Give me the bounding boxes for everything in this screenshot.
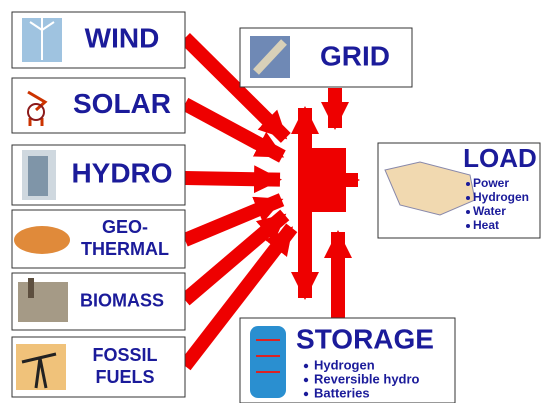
icon <box>18 282 68 322</box>
bullet <box>304 364 308 368</box>
grid-label: GRID <box>320 40 390 71</box>
icon <box>250 326 286 398</box>
load-item: Water <box>473 204 506 218</box>
bullet <box>466 196 470 200</box>
bullet <box>304 392 308 396</box>
icon <box>28 278 34 298</box>
source-label: THERMAL <box>81 239 169 259</box>
source-label: FUELS <box>95 367 154 387</box>
bullet <box>466 182 470 186</box>
storage-item: Reversible hydro <box>314 371 420 386</box>
source-label: GEO- <box>102 217 148 237</box>
storage-item: Batteries <box>314 385 370 400</box>
bullet <box>304 378 308 382</box>
bullet <box>466 210 470 214</box>
source-label: WIND <box>85 22 160 53</box>
load-item: Heat <box>473 218 499 232</box>
icon <box>28 156 48 196</box>
arrow <box>185 178 280 180</box>
load-item: Power <box>473 176 509 190</box>
source-label: HYDRO <box>71 157 172 188</box>
hub <box>298 148 346 212</box>
source-label: FOSSIL <box>92 345 157 365</box>
load-title: LOAD <box>463 143 537 173</box>
sources: WIND SOLAR HYDRO GEO-THERMAL BIOMASS FOSSILFU… <box>12 12 185 397</box>
storage-title: STORAGE <box>296 323 434 354</box>
icon <box>14 226 70 254</box>
storage-item: Hydrogen <box>314 357 375 372</box>
source-label: BIOMASS <box>80 290 164 310</box>
load-item: Hydrogen <box>473 190 529 204</box>
bullet <box>466 224 470 228</box>
diagram: WIND SOLAR HYDRO GEO-THERMAL BIOMASS FOSSILFU… <box>0 0 544 403</box>
source-label: SOLAR <box>73 88 171 119</box>
